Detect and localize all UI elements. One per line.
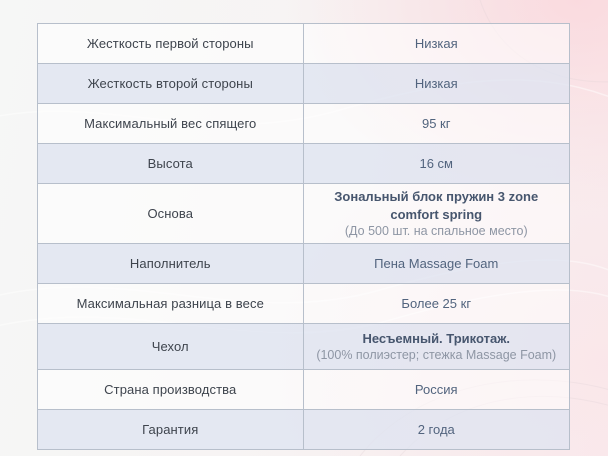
spec-value-cell: Россия <box>304 370 570 409</box>
spec-value: 16 см <box>419 155 453 171</box>
table-row: Гарантия 2 года <box>38 409 570 450</box>
table-row: Наполнитель Пена Massage Foam <box>38 243 570 284</box>
spec-label: Наполнитель <box>38 244 304 284</box>
table-row: Чехол Несъемный. Трикотаж. (100% полиэст… <box>38 323 570 370</box>
spec-value: 95 кг <box>421 115 451 131</box>
spec-value-cell: Несъемный. Трикотаж. (100% полиэстер; ст… <box>304 324 570 369</box>
spec-value: 2 года <box>417 422 455 438</box>
spec-value-cell: Низкая <box>304 24 570 63</box>
spec-label: Максимальный вес спящего <box>38 104 304 143</box>
table-row: Основа Зональный блок пружин 3 zone comf… <box>38 183 570 244</box>
spec-value-note: (100% полиэстер; стежка Massage Foam) <box>316 348 557 363</box>
spec-value-cell: 95 кг <box>304 104 570 143</box>
table-row: Максимальный вес спящего 95 кг <box>38 103 569 143</box>
spec-label: Чехол <box>38 324 304 370</box>
spec-label: Основа <box>38 184 304 244</box>
specs-table: Жесткость первой стороны Низкая Жесткост… <box>37 23 570 451</box>
table-row: Жесткость второй стороны Низкая <box>38 63 569 103</box>
spec-value-note: (До 500 шт. на спальное место) <box>344 224 528 239</box>
table-row: Максимальная разница в весе Более 25 кг <box>38 283 570 324</box>
spec-value-cell: Более 25 кг <box>304 284 570 323</box>
spec-value: Низкая <box>414 75 458 91</box>
spec-label: Страна производства <box>38 370 304 410</box>
spec-label: Жесткость первой стороны <box>38 24 304 63</box>
spec-label: Высота <box>38 144 304 183</box>
spec-label: Гарантия <box>38 410 304 450</box>
spec-value-cell: 2 года <box>304 410 570 449</box>
spec-value-cell: Зональный блок пружин 3 zone comfort spr… <box>304 184 570 243</box>
table-row: Жесткость первой стороны Низкая <box>38 24 569 63</box>
table-row: Высота 16 см <box>38 143 569 183</box>
spec-value: Несъемный. Трикотаж. <box>362 330 511 346</box>
spec-label: Жесткость второй стороны <box>38 64 304 103</box>
spec-value: Зональный блок пружин 3 zone comfort spr… <box>334 189 539 222</box>
spec-value-cell: Низкая <box>304 64 570 103</box>
spec-value: Пена Massage Foam <box>374 256 499 272</box>
spec-value: Низкая <box>414 35 458 51</box>
spec-value-cell: Пена Massage Foam <box>304 244 570 283</box>
spec-value: Россия <box>414 382 458 398</box>
spec-value-cell: 16 см <box>304 144 570 183</box>
table-row: Страна производства Россия <box>38 369 570 410</box>
spec-label: Максимальная разница в весе <box>38 284 304 324</box>
spec-value: Более 25 кг <box>401 296 472 312</box>
